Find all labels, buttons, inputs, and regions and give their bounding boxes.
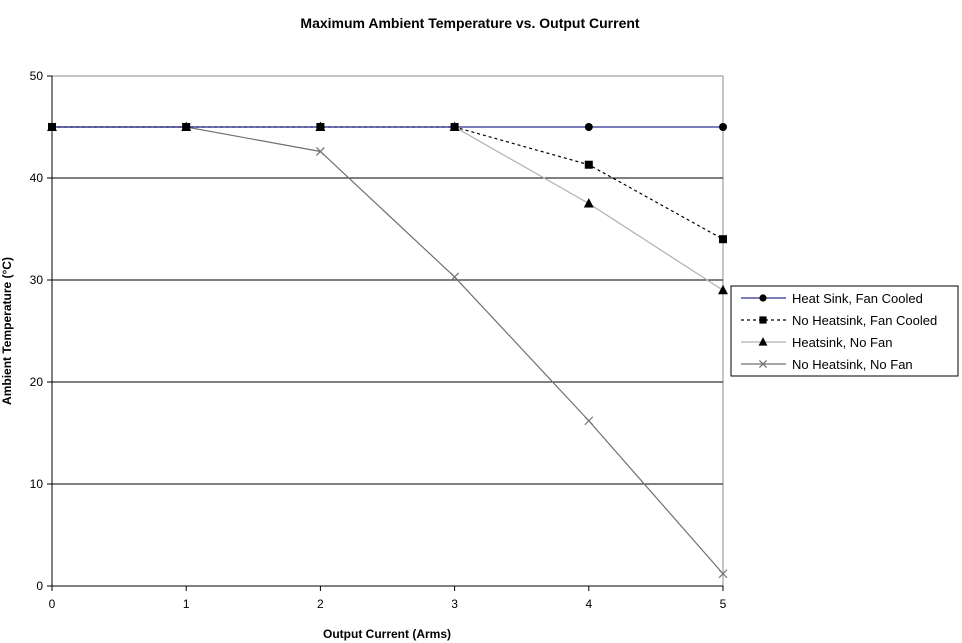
series-line-4 bbox=[52, 126, 724, 575]
legend-marker-4 bbox=[758, 359, 768, 369]
y-tick-label: 20 bbox=[30, 375, 44, 389]
series-4-point bbox=[718, 569, 728, 579]
legend-label-1: Heat Sink, Fan Cooled bbox=[792, 291, 923, 306]
series-line-2 bbox=[52, 126, 724, 240]
legend-box bbox=[730, 285, 959, 377]
y-tick-label: 30 bbox=[30, 273, 44, 287]
x-tick-label: 0 bbox=[49, 597, 56, 611]
series-4-point bbox=[450, 272, 460, 282]
legend-marker-3 bbox=[758, 337, 768, 346]
x-tick-label: 1 bbox=[183, 597, 190, 611]
y-tick-label: 0 bbox=[36, 579, 43, 593]
series-1-point bbox=[584, 123, 593, 131]
x-tick-label: 5 bbox=[720, 597, 727, 611]
x-tick-label: 4 bbox=[585, 597, 592, 611]
legend-label-2: No Heatsink, Fan Cooled bbox=[792, 313, 937, 328]
x-tick-label: 3 bbox=[451, 597, 458, 611]
legend-label-4: No Heatsink, No Fan bbox=[792, 357, 913, 372]
series-1-point bbox=[316, 123, 325, 131]
series-3-point bbox=[718, 284, 728, 295]
series-1-point bbox=[719, 123, 727, 131]
series-line-3 bbox=[52, 126, 724, 291]
legend-marker-2 bbox=[759, 316, 767, 324]
series-1-point bbox=[450, 123, 459, 131]
x-tick-label: 2 bbox=[317, 597, 324, 611]
y-tick-label: 10 bbox=[30, 477, 44, 491]
plot-area: 0 10 20 30 40 50 0 1 2 3 4 5 bbox=[30, 69, 728, 611]
y-tick-label: 50 bbox=[30, 69, 44, 83]
series-1-point bbox=[48, 123, 56, 131]
y-axis-label: Ambient Temperature (°C) bbox=[0, 257, 14, 405]
legend-label-3: Heatsink, No Fan bbox=[792, 335, 892, 350]
series-1-point bbox=[182, 123, 191, 131]
x-axis-label: Output Current (Arms) bbox=[323, 627, 451, 641]
legend-marker-1 bbox=[759, 294, 767, 302]
series-2-point bbox=[719, 235, 727, 244]
plot-frame bbox=[51, 75, 724, 587]
chart-title: Maximum Ambient Temperature vs. Output C… bbox=[300, 15, 639, 31]
series-4-point bbox=[584, 416, 594, 426]
series-2-point bbox=[584, 160, 593, 169]
series-3-point bbox=[583, 198, 594, 208]
y-tick-label: 40 bbox=[30, 171, 44, 185]
series-4-point bbox=[315, 147, 325, 156]
legend: Heat Sink, Fan Cooled No Heatsink, Fan Co… bbox=[730, 285, 959, 377]
